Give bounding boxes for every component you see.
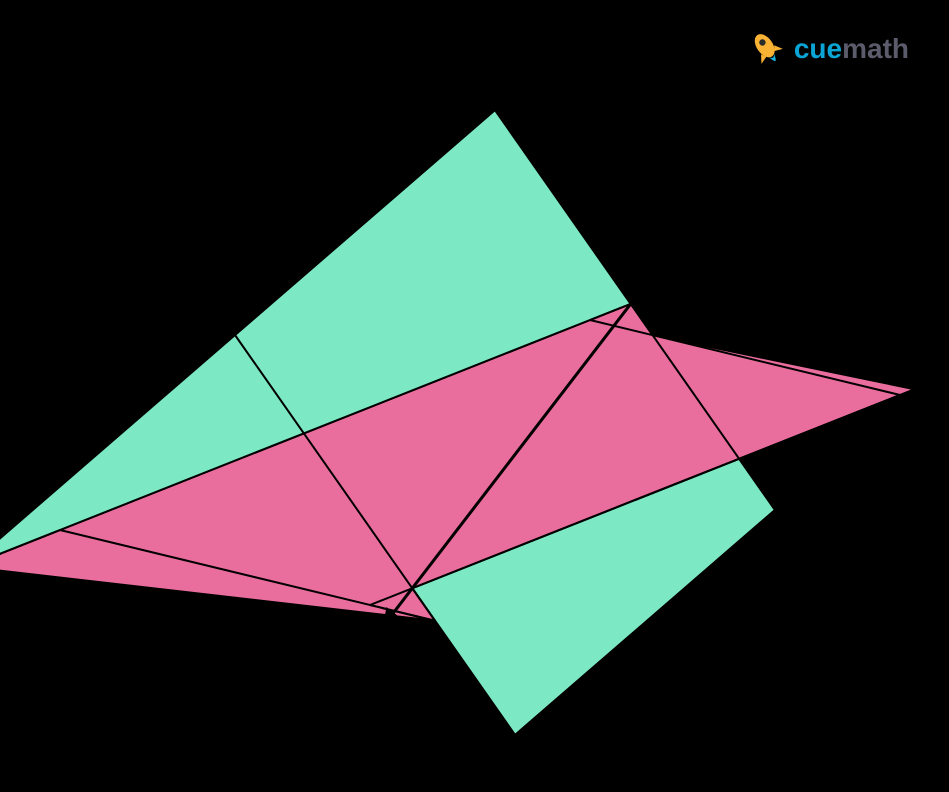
label-y: Y <box>666 244 683 274</box>
planes-diagram: Y X Q P <box>0 0 949 792</box>
label-q: Q <box>830 344 853 377</box>
label-p: P <box>570 704 590 737</box>
label-x: X <box>391 628 408 658</box>
